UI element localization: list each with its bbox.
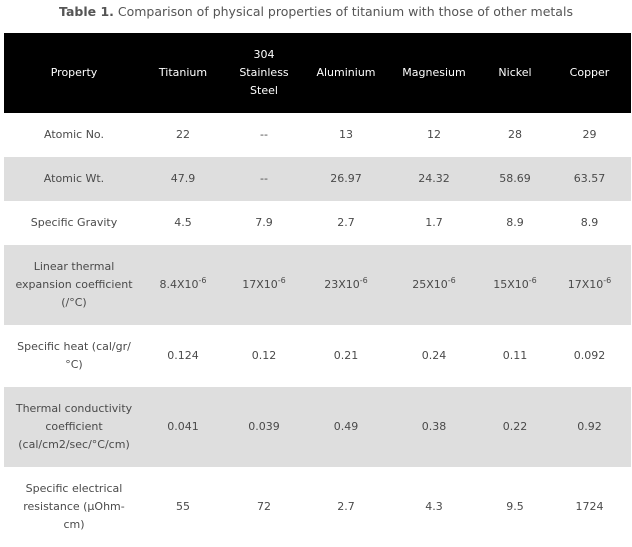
value-cell: 22 — [144, 113, 222, 157]
value-exponent: -6 — [277, 276, 286, 285]
value-cell: 0.041 — [144, 387, 222, 467]
value-cell: 8.9 — [548, 201, 631, 245]
property-cell: Specific electrical resistance (μOhm-cm) — [4, 467, 144, 547]
value-cell: 0.12 — [222, 325, 306, 387]
value-base: 15X10 — [493, 278, 529, 291]
table-row: Specific electrical resistance (μOhm-cm)… — [4, 467, 631, 547]
value-cell: 17X10-6 — [548, 245, 631, 325]
value-exponent: -6 — [359, 276, 368, 285]
value-base: 23X10 — [324, 278, 360, 291]
value-cell: 9.5 — [482, 467, 548, 547]
value-cell: 8.9 — [482, 201, 548, 245]
value-cell: 13 — [306, 113, 386, 157]
table-row: Atomic No. 22 -- 13 12 28 29 — [4, 113, 631, 157]
property-cell: Atomic No. — [4, 113, 144, 157]
property-cell: Specific Gravity — [4, 201, 144, 245]
table-row: Specific Gravity 4.5 7.9 2.7 1.7 8.9 8.9 — [4, 201, 631, 245]
value-cell: -- — [222, 157, 306, 201]
table-row: Thermal conductivity coefficient (cal/cm… — [4, 387, 631, 467]
value-cell: 72 — [222, 467, 306, 547]
value-exponent: -6 — [603, 276, 612, 285]
value-cell: 0.49 — [306, 387, 386, 467]
table-caption: Table 1. Comparison of physical properti… — [0, 3, 632, 21]
header-copper: Copper — [548, 33, 631, 113]
table-row: Linear thermal expansion coefficient (/°… — [4, 245, 631, 325]
value-cell: 7.9 — [222, 201, 306, 245]
value-cell: 1724 — [548, 467, 631, 547]
value-cell: 0.24 — [386, 325, 482, 387]
value-cell: 0.38 — [386, 387, 482, 467]
caption-text: Comparison of physical properties of tit… — [113, 4, 573, 19]
value-cell: 63.57 — [548, 157, 631, 201]
value-cell: 28 — [482, 113, 548, 157]
value-cell: 0.21 — [306, 325, 386, 387]
value-cell: -- — [222, 113, 306, 157]
property-cell: Linear thermal expansion coefficient (/°… — [4, 245, 144, 325]
table-body: Atomic No. 22 -- 13 12 28 29 Atomic Wt. 47.9 -- 26… — [4, 113, 631, 547]
value-cell: 0.11 — [482, 325, 548, 387]
value-cell: 55 — [144, 467, 222, 547]
value-cell: 25X10-6 — [386, 245, 482, 325]
value-cell: 0.039 — [222, 387, 306, 467]
value-cell: 4.3 — [386, 467, 482, 547]
value-cell: 0.092 — [548, 325, 631, 387]
value-cell: 0.92 — [548, 387, 631, 467]
value-cell: 0.124 — [144, 325, 222, 387]
property-cell: Specific heat (cal/gr/°C) — [4, 325, 144, 387]
value-exponent: -6 — [528, 276, 537, 285]
value-base: 17X10 — [567, 278, 604, 291]
header-property: Property — [4, 33, 144, 113]
value-exponent: -6 — [198, 276, 207, 285]
properties-table: Property Titanium 304 Stainless Steel Al… — [4, 33, 631, 547]
value-base: 8.4X10 — [159, 278, 199, 291]
value-cell: 4.5 — [144, 201, 222, 245]
property-cell: Thermal conductivity coefficient (cal/cm… — [4, 387, 144, 467]
value-exponent: -6 — [447, 276, 456, 285]
header-titanium: Titanium — [144, 33, 222, 113]
value-cell: 2.7 — [306, 467, 386, 547]
value-cell: 0.22 — [482, 387, 548, 467]
value-base: 25X10 — [412, 278, 448, 291]
value-cell: 29 — [548, 113, 631, 157]
header-magnesium: Magnesium — [386, 33, 482, 113]
header-nickel: Nickel — [482, 33, 548, 113]
value-base: 17X10 — [242, 278, 278, 291]
value-cell: 12 — [386, 113, 482, 157]
header-stainless-steel: 304 Stainless Steel — [222, 33, 306, 113]
caption-label: Table 1. — [59, 4, 114, 19]
value-cell: 24.32 — [386, 157, 482, 201]
value-cell: 58.69 — [482, 157, 548, 201]
table-row: Specific heat (cal/gr/°C) 0.124 0.12 0.21 0.… — [4, 325, 631, 387]
value-cell: 17X10-6 — [222, 245, 306, 325]
header-row: Property Titanium 304 Stainless Steel Al… — [4, 33, 631, 113]
value-cell: 2.7 — [306, 201, 386, 245]
header-aluminium: Aluminium — [306, 33, 386, 113]
value-cell: 47.9 — [144, 157, 222, 201]
value-cell: 26.97 — [306, 157, 386, 201]
property-cell: Atomic Wt. — [4, 157, 144, 201]
value-cell: 23X10-6 — [306, 245, 386, 325]
value-cell: 8.4X10-6 — [144, 245, 222, 325]
value-cell: 1.7 — [386, 201, 482, 245]
value-cell: 15X10-6 — [482, 245, 548, 325]
table-row: Atomic Wt. 47.9 -- 26.97 24.32 58.69 63.57 — [4, 157, 631, 201]
